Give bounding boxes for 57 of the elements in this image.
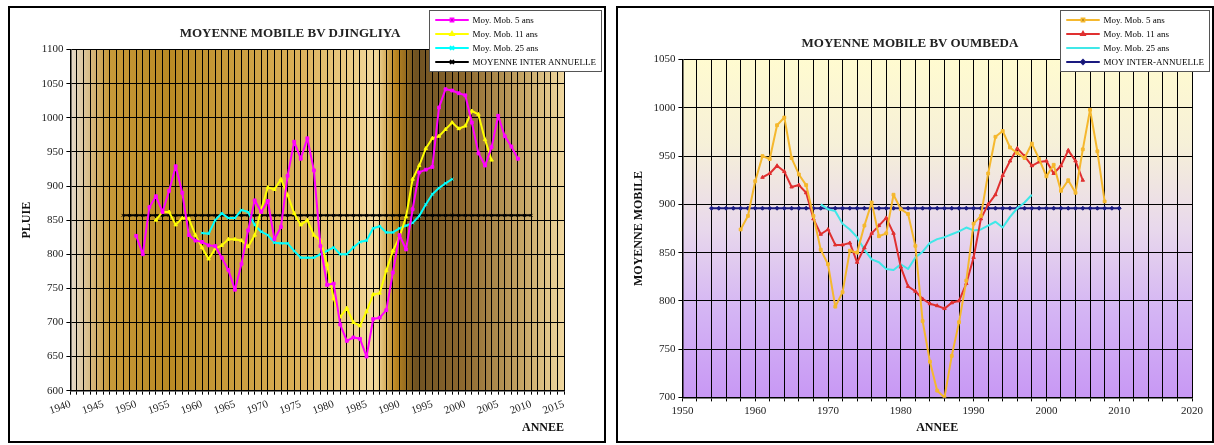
x-tick-label: 1970: [817, 403, 840, 416]
x-tick-label: 2020: [1181, 403, 1204, 416]
y-tick-label: 1000: [41, 110, 64, 123]
legend-label: MOYENNE INTER ANNUELLE: [472, 57, 596, 67]
y-tick-label: 750: [46, 281, 64, 294]
y-tick-label: 800: [658, 293, 676, 306]
x-tick-label: 1965: [211, 397, 238, 416]
x-tick-label: 1990: [376, 397, 402, 416]
y-tick-label: 850: [46, 213, 64, 226]
x-tick-label: 1955: [146, 397, 172, 416]
x-tick-label: 2015: [540, 397, 567, 416]
x-tick-label: 2005: [475, 397, 501, 416]
x-tick-label: 1960: [178, 397, 205, 416]
y-axis-title: MOYENNE MOBILE: [631, 170, 646, 287]
legend-label: MOY INTER-ANNUELLE: [1103, 57, 1204, 67]
x-tick-label: 1945: [80, 397, 106, 416]
x-tick-label: 1990: [962, 403, 986, 416]
x-tick-label: 1960: [744, 403, 767, 416]
x-tick-label: 1950: [671, 403, 694, 416]
x-axis-title: ANNEE: [521, 419, 564, 434]
y-tick-label: 700: [46, 315, 64, 328]
legend-label: Moy. Mob. 11 ans: [472, 29, 538, 39]
x-tick-label: 2010: [1108, 403, 1131, 416]
y-tick-label: 900: [46, 178, 64, 191]
y-tick-label: 950: [658, 149, 676, 161]
y-tick-label: 950: [46, 144, 64, 157]
x-tick-label: 1995: [409, 397, 435, 416]
x-tick-label: 1970: [244, 397, 270, 416]
legend-label: Moy. Mob. 5 ans: [1103, 15, 1165, 25]
chart-title: MOYENNE MOBILE BV DJINGLIYA: [179, 25, 401, 41]
x-tick-label: 1940: [47, 397, 73, 416]
x-tick-label: 2000: [1035, 403, 1058, 416]
y-tick-label: 850: [658, 245, 676, 258]
legend-label: Moy. Mob. 11 ans: [1103, 29, 1169, 39]
x-axis-title: ANNEE: [916, 419, 959, 434]
y-tick-label: 1000: [653, 100, 676, 113]
x-tick-label: 1985: [343, 397, 369, 416]
y-tick-label: 650: [46, 349, 64, 362]
legend-label: Moy. Mob. 25 ans: [472, 43, 539, 53]
chart-title: MOYENNE MOBILE BV OUMBEDA: [801, 35, 1020, 51]
y-tick-label: 800: [46, 247, 64, 260]
x-tick-label: 1980: [889, 403, 913, 416]
legend-label: Moy. Mob. 25 ans: [1103, 43, 1170, 53]
y-tick-label: 1050: [41, 76, 64, 89]
legend-label: Moy. Mob. 5 ans: [472, 15, 534, 25]
x-tick-label: 2010: [507, 397, 534, 416]
y-tick-label: 750: [658, 342, 676, 355]
y-tick-label: 1050: [653, 52, 676, 65]
y-axis-title: PLUIE: [19, 201, 34, 239]
y-tick-label: 1100: [41, 42, 64, 55]
x-tick-label: 2000: [442, 397, 468, 416]
y-tick-label: 600: [46, 383, 64, 396]
x-tick-label: 1950: [113, 397, 139, 416]
y-tick-label: 700: [658, 390, 676, 403]
y-tick-label: 900: [658, 197, 676, 210]
x-tick-label: 1975: [277, 397, 303, 416]
x-tick-label: 1980: [310, 397, 336, 416]
